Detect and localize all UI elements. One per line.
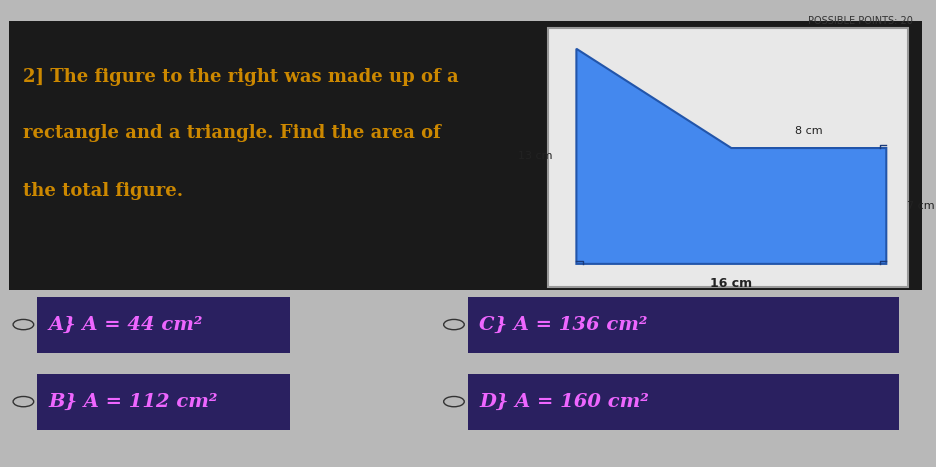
Polygon shape	[577, 49, 886, 264]
FancyBboxPatch shape	[9, 21, 922, 290]
Text: D} A = 160 cm²: D} A = 160 cm²	[479, 393, 649, 410]
FancyBboxPatch shape	[37, 374, 290, 430]
FancyBboxPatch shape	[468, 297, 899, 353]
FancyBboxPatch shape	[37, 297, 290, 353]
Text: POSSIBLE POINTS: 20: POSSIBLE POINTS: 20	[808, 16, 913, 26]
Text: C} A = 136 cm²: C} A = 136 cm²	[479, 316, 648, 333]
Text: the total figure.: the total figure.	[23, 183, 183, 200]
Text: 8 cm: 8 cm	[795, 127, 823, 136]
Text: 2] The figure to the right was made up of a: 2] The figure to the right was made up o…	[23, 68, 459, 86]
Text: B} A = 112 cm²: B} A = 112 cm²	[49, 393, 218, 410]
Text: 16 cm: 16 cm	[710, 277, 753, 290]
Text: 7 cm: 7 cm	[907, 201, 934, 211]
Text: A} A = 44 cm²: A} A = 44 cm²	[49, 316, 203, 333]
FancyBboxPatch shape	[468, 374, 899, 430]
Text: 13 cm: 13 cm	[519, 151, 553, 161]
FancyBboxPatch shape	[548, 28, 908, 287]
Text: rectangle and a triangle. Find the area of: rectangle and a triangle. Find the area …	[23, 124, 441, 142]
